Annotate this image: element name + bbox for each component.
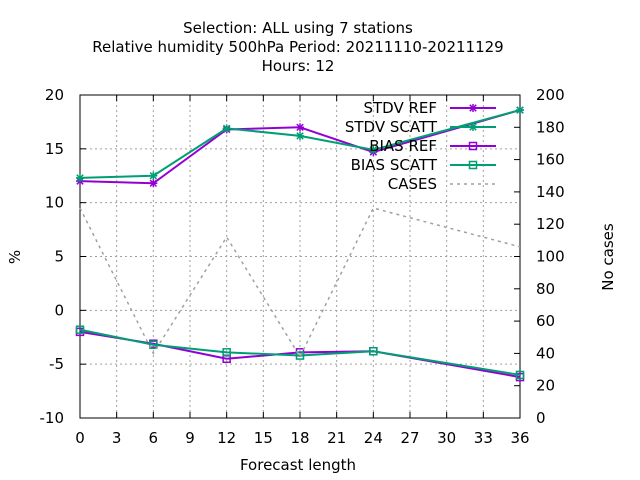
- legend-label: STDV REF: [363, 99, 437, 117]
- x-tick-label: 30: [437, 429, 456, 447]
- y-axis-label: %: [6, 250, 24, 264]
- x-tick-label: 12: [217, 429, 236, 447]
- series-line-4: [79, 207, 521, 359]
- y-tick-label: 5: [54, 248, 64, 266]
- x-tick-label: 18: [290, 429, 309, 447]
- axis-ticks: 0 3 6 9 12 15 18 21 24 27 30 33 36-10-50510152002040…: [40, 86, 565, 447]
- y2-tick-label: 60: [536, 312, 555, 330]
- legend-marker: [468, 160, 478, 170]
- legend-marker: [468, 141, 478, 151]
- legend-label: BIAS REF: [369, 137, 437, 155]
- x-tick-label: 15: [254, 429, 273, 447]
- x-tick-label: 24: [364, 429, 383, 447]
- data-point-3: [149, 340, 158, 350]
- y2-tick-label: 180: [536, 118, 565, 136]
- x-tick-label: 21: [327, 429, 346, 447]
- chart-title: Selection: ALL using 7 stationsRelative …: [92, 19, 503, 75]
- y-tick-label: 15: [45, 140, 64, 158]
- y2-tick-label: 160: [536, 151, 565, 169]
- y-tick-label: 10: [45, 194, 64, 212]
- x-tick-label: 0: [75, 429, 85, 447]
- y-tick-label: 0: [54, 301, 64, 319]
- series-line-0: [79, 109, 521, 185]
- series-line-3: [79, 328, 521, 376]
- data-point-1: [369, 145, 378, 154]
- title-line: Selection: ALL using 7 stations: [183, 19, 413, 37]
- x-axis-label: Forecast length: [240, 456, 356, 474]
- y-tick-label: 20: [45, 86, 64, 104]
- y2-axis-label: No cases: [599, 223, 617, 291]
- grid: [80, 95, 520, 418]
- data-point-3: [222, 348, 231, 357]
- data-point-0: [296, 123, 304, 132]
- y2-tick-label: 200: [536, 86, 565, 104]
- y2-tick-label: 120: [536, 215, 565, 233]
- data-point-3: [369, 346, 378, 356]
- data-point-1: [149, 171, 158, 180]
- y2-tick-label: 100: [536, 248, 565, 266]
- data-point-0: [149, 179, 158, 188]
- data-point-3: [75, 325, 85, 334]
- x-tick-label: 3: [112, 429, 122, 447]
- data-point-1: [296, 131, 304, 140]
- data-point-1: [516, 106, 524, 115]
- y2-tick-label: 0: [536, 409, 546, 427]
- legend-label: STDV SCATT: [345, 118, 438, 136]
- series-group: [75, 106, 525, 382]
- data-point-3: [295, 351, 305, 360]
- series-line-1: [79, 109, 521, 179]
- legend-marker: [469, 104, 477, 112]
- title-line: Relative humidity 500hPa Period: 2021111…: [92, 38, 503, 56]
- y2-tick-label: 40: [536, 344, 555, 362]
- legend-label: BIAS SCATT: [351, 156, 438, 174]
- y2-tick-label: 140: [536, 183, 565, 201]
- data-point-3: [515, 370, 525, 380]
- data-point-1: [222, 124, 231, 133]
- title-line: Hours: 12: [262, 57, 335, 75]
- x-tick-label: 33: [474, 429, 493, 447]
- x-tick-label: 27: [400, 429, 419, 447]
- y2-tick-label: 80: [536, 280, 555, 298]
- legend-marker: [469, 123, 477, 131]
- x-tick-label: 9: [185, 429, 195, 447]
- x-tick-label: 36: [510, 429, 529, 447]
- y2-tick-label: 20: [536, 377, 555, 395]
- data-point-1: [76, 173, 84, 182]
- y-tick-label: -5: [49, 355, 64, 373]
- y-tick-label: -10: [40, 409, 65, 427]
- x-tick-label: 6: [149, 429, 159, 447]
- legend-label: CASES: [388, 175, 437, 193]
